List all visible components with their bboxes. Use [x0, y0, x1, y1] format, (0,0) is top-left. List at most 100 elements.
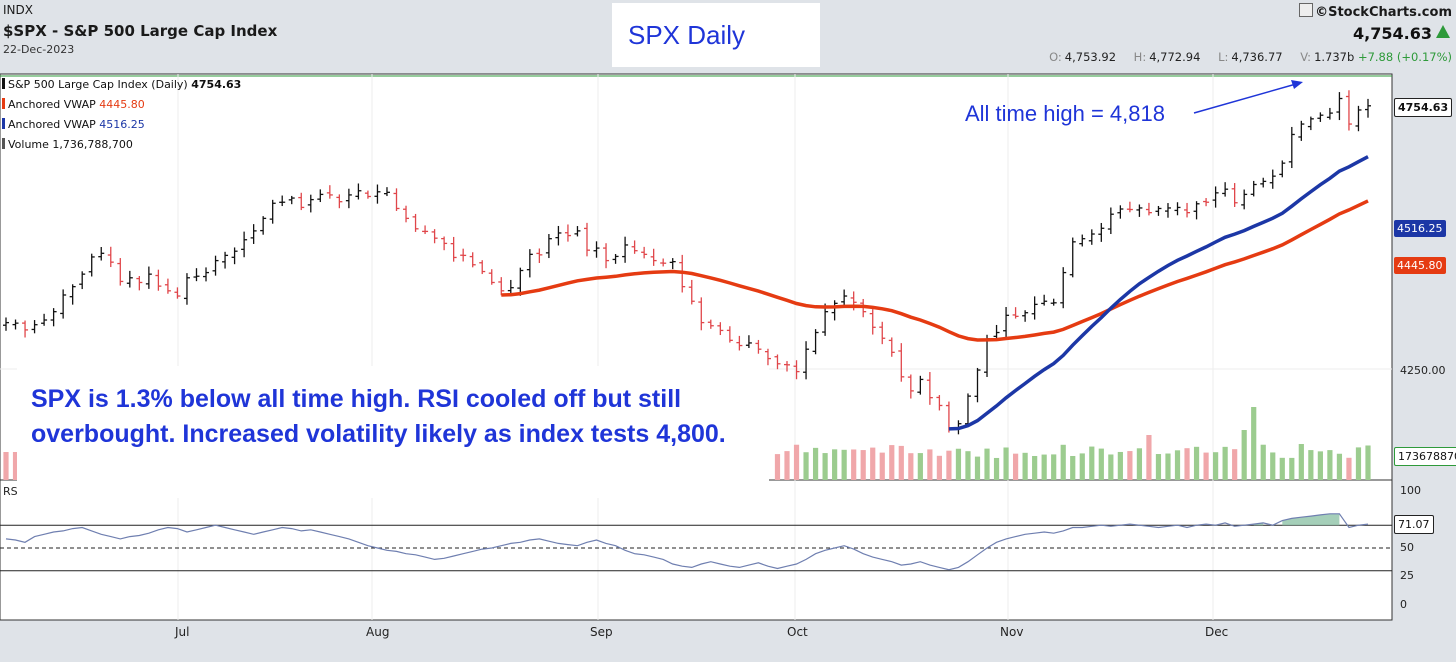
volume-bar — [1308, 450, 1314, 480]
legend-volume-value: 1,736,788,700 — [52, 138, 133, 151]
ath-arrow-line — [1193, 83, 1297, 114]
volume-bar — [1232, 449, 1238, 480]
open-label: O: — [1049, 50, 1062, 64]
legend-price-value: 4754.63 — [191, 78, 242, 91]
month-sep: Sep — [590, 625, 613, 639]
legend-volume: Volume 1,736,788,700 — [2, 138, 133, 151]
price-tag: 4754.63 — [1394, 98, 1453, 117]
volume-bar — [1260, 444, 1266, 480]
up-arrow-icon — [1436, 25, 1450, 38]
volume-bar — [965, 451, 971, 480]
chart-title: SPX Daily — [628, 20, 746, 50]
ath-annotation: All time high = 4,818 — [965, 101, 1165, 126]
volume-value: 1.737b — [1314, 50, 1355, 64]
volume-bar — [1222, 446, 1228, 480]
volume-bar — [822, 453, 828, 480]
volume-bar — [832, 449, 838, 480]
legend-vwap-blue-name: Anchored VWAP — [8, 118, 96, 131]
volume-bar — [870, 447, 876, 480]
exchange-label: INDX — [3, 3, 33, 17]
volume-bar — [812, 447, 819, 480]
volume-bar — [1022, 452, 1028, 480]
rsi-tag: 71.07 — [1394, 515, 1434, 534]
volume-bar — [1060, 444, 1066, 480]
month-jul: Jul — [175, 625, 190, 639]
low-value: 4,736.77 — [1231, 50, 1283, 64]
month-oct: Oct — [787, 625, 808, 639]
volume-label: V: — [1300, 50, 1312, 64]
volume-bar — [1213, 452, 1219, 480]
rsi-tick-100: 100 — [1400, 484, 1421, 497]
volume-bar — [974, 456, 981, 480]
volume-bar — [1108, 454, 1114, 480]
volume-bar — [12, 452, 19, 480]
volume-bar — [1127, 451, 1133, 480]
volume-bar — [993, 457, 1000, 480]
volume-bar — [841, 449, 847, 480]
volume-bar — [851, 449, 857, 480]
vwap-red-line — [501, 199, 1369, 342]
volume-bar — [1051, 454, 1057, 480]
legend-vwap-red: Anchored VWAP 4445.80 — [2, 98, 145, 111]
volume-bar — [1003, 447, 1009, 480]
last-price: 4,754.63 — [1353, 24, 1432, 43]
volume-bar — [1279, 457, 1285, 480]
vwap-red-tag: 4445.80 — [1394, 257, 1446, 274]
volume-bar — [927, 449, 933, 480]
volume-bar — [1117, 451, 1123, 480]
volume-bar — [1251, 407, 1257, 480]
volume-bar — [1174, 450, 1181, 480]
high-value: 4,772.94 — [1149, 50, 1201, 64]
rsi-tick-25: 25 — [1400, 569, 1414, 582]
change-value: +7.88 (+0.17%) — [1357, 50, 1452, 64]
volume-bar — [889, 445, 895, 480]
vwap-blue-line — [948, 155, 1369, 431]
title-box: SPX Daily — [612, 3, 820, 67]
legend-vwap-red-value: 4445.80 — [99, 98, 145, 111]
annotation-text: SPX is 1.3% below all time high. RSI coo… — [31, 385, 726, 448]
month-nov: Nov — [1000, 625, 1024, 639]
legend-price: S&P 500 Large Cap Index (Daily) 4754.63 — [2, 78, 241, 91]
chart-name: $SPX - S&P 500 Large Cap Index — [3, 22, 278, 40]
legend-price-name: S&P 500 Large Cap Index (Daily) — [8, 78, 188, 91]
volume-bar — [1136, 448, 1143, 480]
month-aug: Aug — [366, 625, 390, 639]
legend-volume-name: Volume — [8, 138, 49, 151]
low-label: L: — [1218, 50, 1229, 64]
volume-bar — [955, 448, 962, 480]
rsi-panel-label: RS — [3, 485, 18, 498]
open-value: 4,753.92 — [1064, 50, 1117, 64]
volume-bar — [1089, 446, 1095, 480]
volume-bar — [1079, 453, 1085, 480]
volume-bar — [898, 445, 904, 480]
price-axis-label: 4250.00 — [1400, 364, 1446, 377]
volume-bar — [1327, 450, 1333, 480]
volume-bar — [1165, 453, 1171, 480]
brand[interactable]: ©StockCharts.com — [1299, 3, 1452, 20]
volume-bar — [1193, 446, 1200, 480]
chart-date: 22-Dec-2023 — [3, 43, 75, 56]
volume-bar — [1032, 455, 1038, 480]
volume-bar — [1098, 448, 1104, 480]
rsi-panel — [0, 479, 1393, 621]
volume-bar — [1184, 448, 1190, 480]
legend-vwap-blue: Anchored VWAP 4516.25 — [2, 118, 145, 131]
volume-bar — [917, 453, 923, 480]
volume-bar — [1289, 457, 1295, 480]
rsi-tick-0: 0 — [1400, 598, 1407, 611]
volume-bar — [936, 455, 942, 480]
ohlc-bars — [3, 90, 1371, 435]
brand-text: ©StockCharts.com — [1315, 5, 1452, 20]
volume-bar — [1336, 453, 1343, 480]
volume-bar — [3, 452, 9, 480]
volume-bar — [984, 448, 990, 480]
rsi-overbought-fill — [1282, 513, 1340, 526]
ohlc-readout: O: 4,753.92 H: 4,772.94 L: 4,736.77 V: 1.737… — [1035, 50, 1452, 64]
legend-vwap-red-name: Anchored VWAP — [8, 98, 96, 111]
rsi-tick-50: 50 — [1400, 541, 1414, 554]
volume-bar — [774, 454, 781, 480]
vwap-blue-tag: 4516.25 — [1394, 220, 1446, 237]
volume-bar — [1270, 452, 1276, 480]
volume-tag: 1736788700 — [1394, 447, 1456, 466]
